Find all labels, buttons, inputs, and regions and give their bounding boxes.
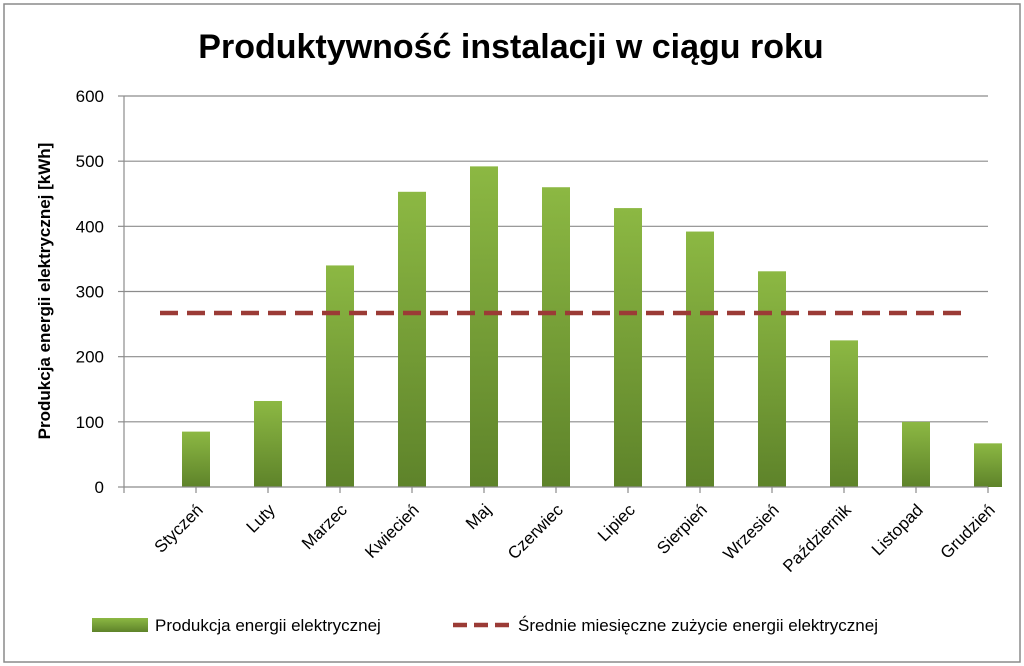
y-tick-label: 500: [76, 152, 104, 171]
bar: [326, 265, 354, 487]
bar: [182, 431, 210, 487]
y-axis-label: Produkcja energii elektrycznej [kWh]: [35, 143, 54, 440]
bar: [542, 187, 570, 487]
bar: [254, 400, 282, 487]
bar: [830, 340, 858, 487]
bar: [398, 191, 426, 488]
bar: [686, 231, 714, 487]
y-tick-label: 600: [76, 87, 104, 106]
y-tick-label: 100: [76, 413, 104, 432]
y-tick-label: 0: [95, 478, 104, 497]
bar: [974, 443, 1002, 487]
bar: [902, 421, 930, 487]
bars: [182, 166, 1002, 488]
bar: [758, 271, 786, 487]
chart-title: Produktywność instalacji w ciągu roku: [198, 28, 823, 66]
axes: [123, 96, 989, 493]
legend: Produkcja energii elektrycznej Średnie mi…: [92, 616, 878, 635]
chart-border: [3, 3, 1021, 663]
legend-label-bars: Produkcja energii elektrycznej: [155, 616, 381, 635]
y-tick-label: 400: [76, 217, 104, 236]
y-tick-label: 300: [76, 283, 104, 302]
y-tick-label: 200: [76, 348, 104, 367]
legend-swatch-bars: [92, 618, 148, 632]
bar: [614, 208, 642, 487]
bar: [470, 166, 498, 487]
y-tick-labels: 0 100 200 300 400 500 600: [76, 87, 104, 497]
legend-label-line: Średnie miesięczne zużycie energii elekt…: [518, 616, 878, 635]
